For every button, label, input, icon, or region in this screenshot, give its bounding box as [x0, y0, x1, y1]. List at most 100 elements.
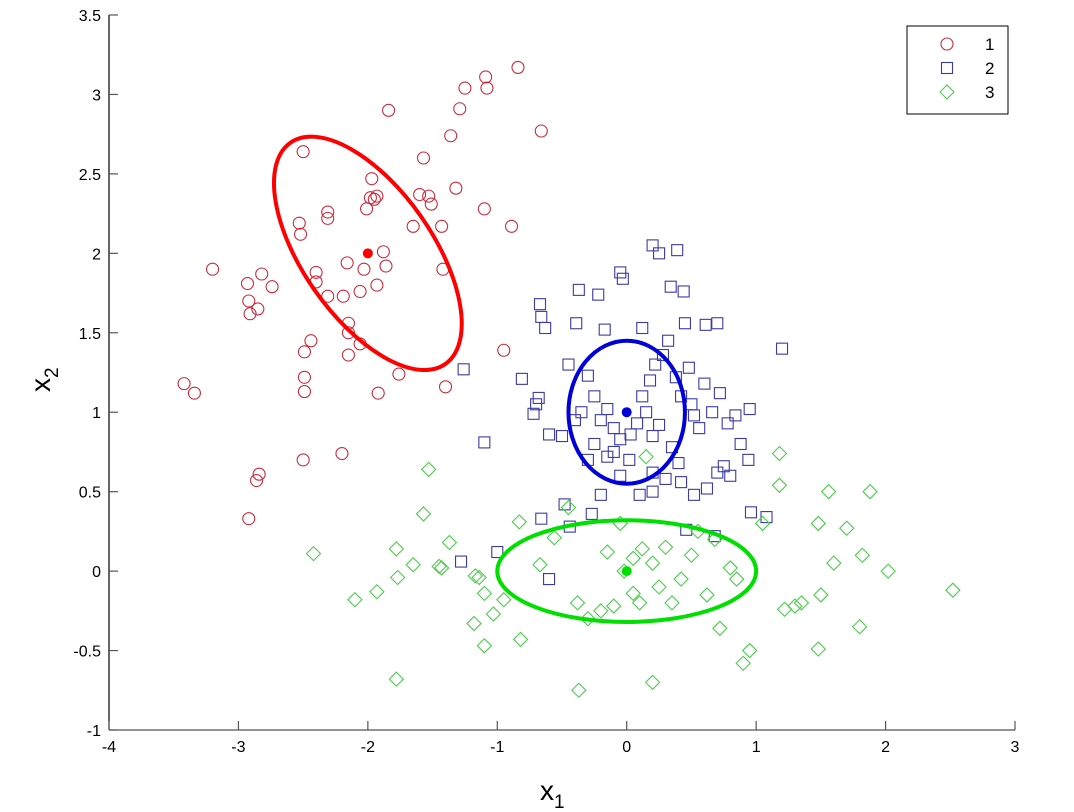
- data-point: [605, 598, 622, 614]
- data-point: [457, 363, 470, 376]
- data-point: [435, 219, 449, 233]
- data-point: [880, 563, 896, 579]
- x-axis-label: x1: [540, 775, 565, 812]
- data-point: [392, 367, 406, 381]
- axes: [108, 15, 1015, 731]
- data-point: [636, 321, 649, 335]
- data-point: [699, 318, 712, 331]
- data-point: [388, 541, 405, 557]
- data-point: [539, 321, 552, 335]
- data-point: [722, 560, 739, 576]
- data-point: [569, 595, 586, 611]
- data-point: [422, 189, 436, 203]
- data-point: [743, 402, 756, 416]
- covariance-ellipse-1: [271, 134, 464, 373]
- x-tick-label: -2: [361, 739, 375, 756]
- data-point: [810, 515, 827, 532]
- data-point: [599, 544, 616, 560]
- data-point: [640, 406, 653, 419]
- data-point: [624, 428, 637, 441]
- data-point: [693, 422, 706, 435]
- data-point: [594, 414, 607, 427]
- data-point: [466, 615, 482, 632]
- data-point: [558, 498, 571, 511]
- data-point: [441, 534, 458, 551]
- data-point: [664, 595, 680, 611]
- data-point: [420, 461, 437, 478]
- data-point: [388, 671, 405, 687]
- data-point: [535, 310, 548, 323]
- data-point: [580, 610, 596, 627]
- data-point: [653, 418, 666, 431]
- data-point: [598, 323, 611, 336]
- data-point: [729, 409, 742, 422]
- data-point: [309, 265, 323, 279]
- data-point: [659, 472, 672, 486]
- data-point: [297, 345, 311, 359]
- data-point: [495, 591, 512, 608]
- data-point: [405, 556, 421, 573]
- data-point: [305, 545, 322, 562]
- x-tick-label: -4: [102, 739, 116, 756]
- data-point: [607, 445, 620, 458]
- data-point: [476, 585, 493, 602]
- data-point: [336, 289, 350, 303]
- data-point: [533, 298, 547, 311]
- y-axis-label: x2: [25, 367, 63, 392]
- data-point: [357, 262, 371, 276]
- data-point: [480, 81, 494, 95]
- data-point: [646, 239, 659, 252]
- data-point: [653, 247, 666, 260]
- x-tick-label: 0: [622, 739, 631, 756]
- data-point: [353, 284, 367, 299]
- data-point: [479, 70, 493, 84]
- data-point: [646, 430, 659, 443]
- data-point: [585, 507, 598, 520]
- data-point: [370, 278, 384, 292]
- mean-marker-1: [362, 248, 373, 259]
- data-point: [614, 266, 627, 279]
- data-point: [504, 219, 519, 233]
- data-point: [644, 674, 661, 691]
- y-tick-label: 0: [92, 564, 101, 581]
- data-point: [810, 641, 827, 657]
- data-point: [297, 370, 311, 384]
- data-point: [431, 558, 447, 575]
- data-point: [406, 219, 420, 233]
- ellipse-layer: [271, 134, 759, 624]
- legend-marker-3-icon: [939, 84, 955, 100]
- data-point: [721, 417, 734, 430]
- data-point: [631, 417, 644, 430]
- data-point: [242, 512, 256, 526]
- data-point: [677, 285, 690, 298]
- data-point: [838, 520, 855, 536]
- data-point: [700, 482, 714, 495]
- legend-label-1: 1: [985, 35, 994, 54]
- data-point: [476, 638, 493, 654]
- legend-marker-1-icon: [940, 37, 954, 51]
- data-point: [571, 682, 587, 699]
- data-point: [685, 398, 698, 411]
- data-point: [771, 445, 788, 462]
- data-point: [491, 545, 504, 559]
- covariance-ellipse-2: [566, 338, 687, 486]
- data-point: [581, 369, 594, 382]
- data-point: [369, 583, 385, 600]
- data-point: [240, 276, 255, 291]
- data-point: [687, 409, 701, 422]
- data-point: [793, 595, 810, 611]
- data-point: [444, 129, 458, 143]
- data-point: [415, 506, 432, 522]
- data-point: [335, 446, 349, 461]
- data-point: [614, 433, 627, 446]
- data-point: [252, 467, 266, 481]
- data-point: [593, 603, 609, 619]
- data-point: [631, 595, 648, 611]
- data-point: [678, 317, 692, 330]
- data-point: [687, 488, 701, 501]
- data-point: [477, 202, 491, 216]
- legend-label-2: 2: [985, 59, 994, 78]
- data-point: [255, 267, 269, 281]
- data-point: [416, 151, 431, 165]
- data-point: [625, 550, 641, 567]
